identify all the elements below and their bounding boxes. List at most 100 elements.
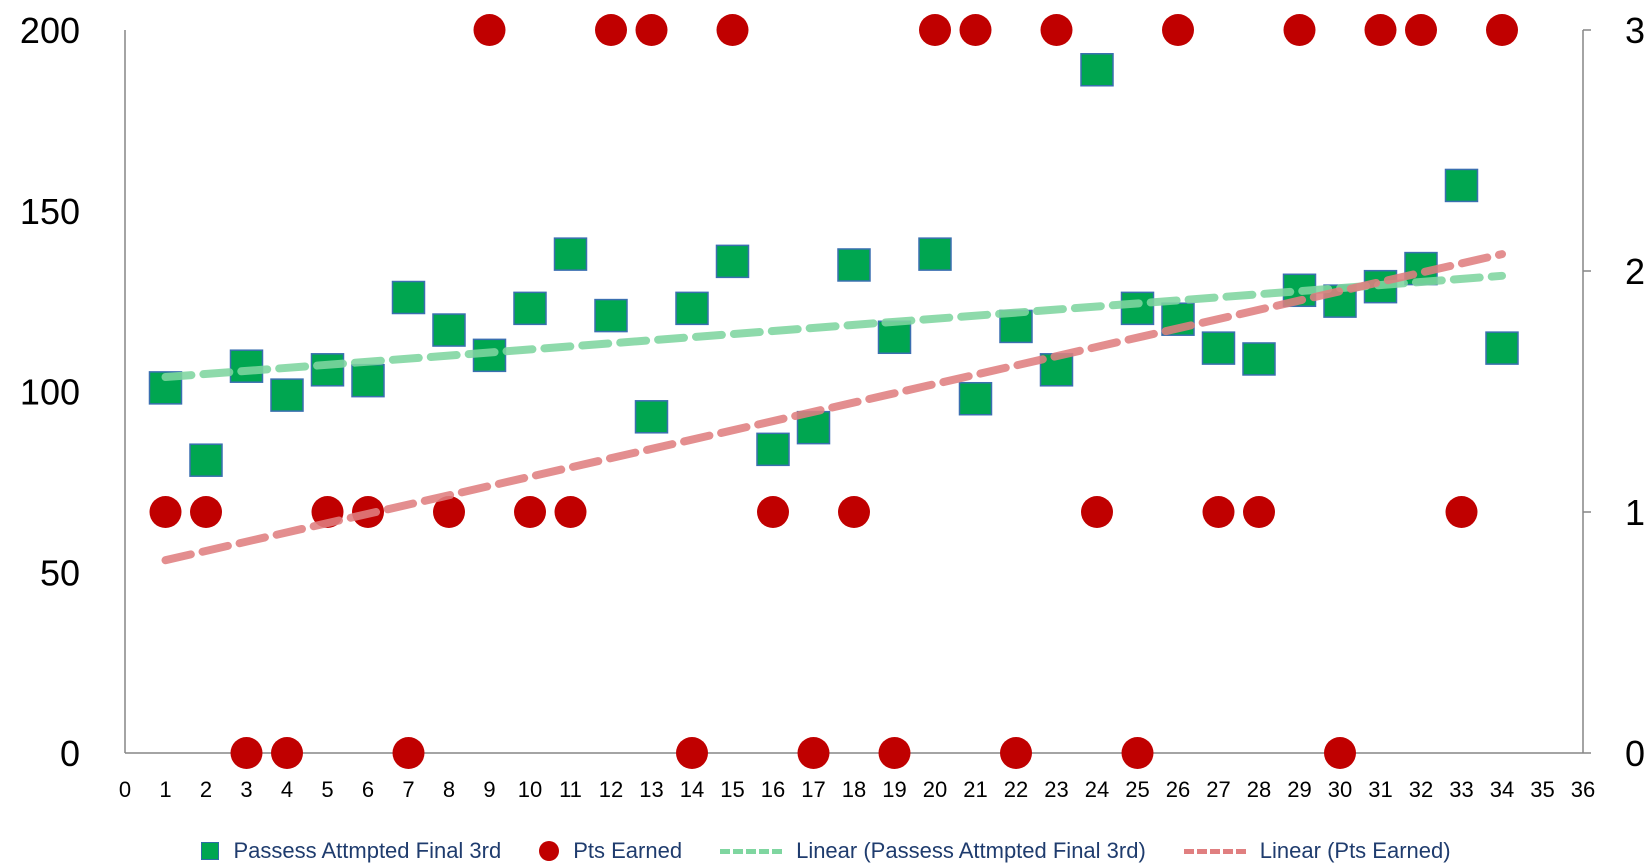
x-ticks: 0 1 2 3 4 5 6 7 8 9 10 11 12 13 14 15 16 17 18 19 20 21 22 23 24… — [119, 777, 1595, 802]
passes-attempted-point — [391, 280, 426, 315]
x-tick-label: 4 — [281, 777, 293, 802]
legend-item-passes: Passess Attmpted Final 3rd — [201, 838, 501, 864]
pts-earned-point — [1405, 14, 1437, 46]
passes-attempted-point — [918, 237, 952, 271]
x-tick-label: 2 — [200, 777, 212, 802]
right-y-ticks: 0 1 2 3 — [1583, 10, 1645, 774]
x-tick-label: 10 — [518, 777, 542, 802]
trendline-points — [161, 250, 1506, 565]
passes-attempted-point — [189, 443, 223, 477]
x-tick-label: 22 — [1004, 777, 1028, 802]
trendlines — [161, 250, 1506, 565]
pts-earned-point — [1324, 737, 1356, 769]
passes-attempted-point — [756, 432, 790, 467]
x-tick-label: 1 — [159, 777, 171, 802]
pts-earned-point — [676, 737, 708, 769]
x-tick-label: 21 — [963, 777, 987, 802]
passes-attempted-point — [1080, 53, 1114, 87]
legend-item-trend-passes: Linear (Passess Attmpted Final 3rd) — [720, 838, 1146, 864]
pts-earned-point — [1243, 496, 1275, 528]
x-tick-label: 17 — [801, 777, 825, 802]
pts-earned-point — [595, 14, 627, 46]
left-y-tick-label: 100 — [20, 372, 80, 413]
pts-earned-point — [919, 14, 951, 46]
right-y-tick-label: 3 — [1625, 10, 1645, 51]
pts-earned-point — [392, 737, 425, 769]
data-points — [148, 14, 1519, 769]
left-y-tick-label: 200 — [20, 10, 80, 51]
pts-earned-point — [1202, 496, 1235, 528]
left-y-tick-label: 150 — [20, 191, 80, 232]
passes-attempted-point — [310, 353, 345, 387]
legend-circle-marker-icon — [539, 841, 560, 861]
x-tick-label: 26 — [1166, 777, 1190, 802]
x-tick-label: 9 — [483, 777, 495, 802]
x-tick-label: 33 — [1449, 777, 1473, 802]
pts-earned-point — [230, 737, 263, 769]
left-y-tick-label: 50 — [40, 552, 80, 593]
pts-earned-point — [433, 496, 465, 528]
passes-attempted-point — [1120, 291, 1155, 326]
pts-earned-point — [514, 496, 546, 528]
passes-attempted-point — [634, 400, 669, 434]
pts-earned-point — [797, 737, 830, 769]
pts-earned-point — [878, 737, 911, 769]
passes-attempted-point — [1201, 331, 1236, 365]
x-tick-label: 27 — [1206, 777, 1230, 802]
x-tick-label: 31 — [1368, 777, 1392, 802]
x-tick-label: 24 — [1085, 777, 1109, 802]
axes — [124, 30, 1584, 754]
x-tick-label: 35 — [1530, 777, 1554, 802]
passes-attempted-point — [715, 244, 750, 279]
legend-square-marker-icon — [201, 842, 220, 860]
trendline-passes — [161, 271, 1506, 382]
x-tick-label: 14 — [680, 777, 704, 802]
legend-dashed-line-icon — [1183, 848, 1246, 854]
pts-earned-point — [1364, 14, 1397, 46]
pts-earned-point — [149, 496, 182, 528]
passes-attempted-point — [1485, 331, 1519, 365]
x-tick-label: 20 — [923, 777, 947, 802]
x-tick-label: 11 — [559, 777, 582, 802]
left-y-ticks: 0 50 100 150 200 — [20, 10, 80, 774]
right-y-tick-label: 1 — [1625, 492, 1645, 533]
passes-attempted-point — [351, 363, 385, 398]
pts-earned-point — [1081, 496, 1113, 528]
right-y-tick-label: 0 — [1625, 733, 1645, 774]
x-tick-label: 7 — [402, 777, 414, 802]
pts-earned-point — [838, 496, 870, 528]
x-tick-label: 32 — [1409, 777, 1433, 802]
pts-earned-point — [1445, 496, 1478, 528]
pts-earned-point — [271, 737, 303, 769]
passes-attempted-point — [877, 320, 912, 355]
x-tick-label: 12 — [599, 777, 623, 802]
legend-label-trend-points: Linear (Pts Earned) — [1259, 838, 1451, 863]
x-tick-label: 30 — [1328, 777, 1352, 802]
pts-earned-point — [1121, 737, 1154, 769]
pts-earned-point — [473, 14, 506, 46]
passes-attempted-point — [432, 313, 466, 347]
passes-attempted-point — [553, 237, 588, 271]
x-tick-label: 6 — [362, 777, 374, 802]
pts-earned-point — [1040, 14, 1073, 46]
legend-item-trend-points: Linear (Pts Earned) — [1183, 838, 1451, 864]
pts-earned-point — [635, 14, 668, 46]
pts-earned-point — [757, 496, 789, 528]
x-tick-label: 34 — [1490, 777, 1514, 802]
passes-attempted-point — [675, 291, 709, 326]
passes-attempted-point — [594, 298, 628, 333]
legend-item-points: Pts Earned — [539, 838, 682, 864]
x-tick-label: 25 — [1125, 777, 1149, 802]
x-tick-label: 0 — [119, 777, 131, 802]
pts-earned-point — [716, 14, 749, 46]
passes-attempted-point — [1444, 168, 1479, 203]
x-tick-label: 13 — [639, 777, 663, 802]
passes-attempted-point — [513, 291, 547, 326]
left-y-tick-label: 0 — [60, 733, 80, 774]
passes-attempted-point — [270, 378, 304, 412]
x-tick-label: 19 — [882, 777, 906, 802]
x-tick-label: 16 — [761, 777, 785, 802]
passes-attempted-point — [958, 381, 993, 416]
x-tick-label: 29 — [1287, 777, 1311, 802]
pts-earned-point — [959, 14, 992, 46]
